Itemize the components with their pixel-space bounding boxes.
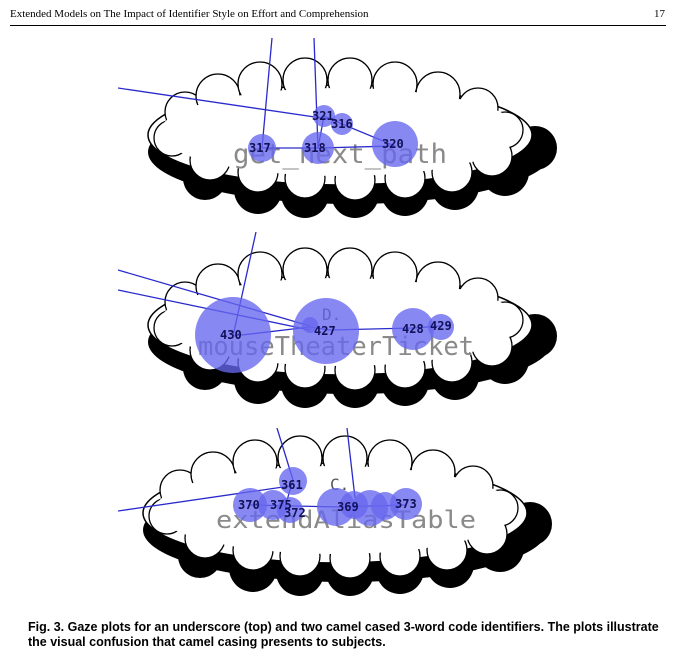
fixation-circle	[195, 297, 271, 373]
fixation-circles	[233, 467, 422, 526]
fixation-label: 373	[395, 497, 417, 511]
fixation-label: 430	[220, 328, 242, 342]
fixation-label: 318	[304, 141, 326, 155]
page-number: 17	[654, 8, 665, 20]
fixation-circle	[277, 497, 303, 523]
fixation-circle	[392, 308, 434, 350]
gaze-plot-camel-2: extendAliasTable C.	[118, 428, 552, 596]
fixation-label: 320	[382, 137, 404, 151]
fixation-circle	[279, 467, 307, 495]
fixation-label: 316	[331, 117, 353, 131]
fixation-labels: 361 370 375 372 369 373	[238, 478, 417, 520]
fixation-circle	[302, 132, 334, 164]
fixation-circle	[428, 314, 454, 340]
fixation-label: 372	[284, 506, 306, 520]
fixation-circle	[233, 488, 267, 522]
fixation-circle	[331, 113, 353, 135]
fixation-circle	[390, 488, 422, 520]
fixation-label: 428	[402, 322, 424, 336]
gaze-plot-underscore: get_next_path 317 318 32	[118, 38, 557, 218]
fixation-labels: 317 318 320 321 316	[249, 109, 404, 155]
gaze-plot-camel-1: mouseTheaterTicket D. 430 427	[118, 232, 557, 408]
fixation-circle	[293, 298, 359, 364]
fixation-label: 361	[281, 478, 303, 492]
caption-label: Fig. 3.	[28, 620, 65, 634]
fixation-circle	[248, 134, 276, 162]
fixation-circle	[313, 105, 335, 127]
fixation-labels: 430 427 428 429	[220, 319, 452, 342]
fixation-circle	[372, 121, 418, 167]
fixation-label: 370	[238, 498, 260, 512]
running-head-title: Extended Models on The Impact of Identif…	[10, 8, 369, 20]
fixation-circle	[302, 317, 318, 333]
fixation-circles	[195, 297, 454, 373]
fixation-label: 375	[270, 498, 292, 512]
figure-caption: Fig. 3. Gaze plots for an underscore (to…	[28, 620, 668, 650]
header-rule	[10, 25, 666, 26]
thought-cloud	[147, 57, 557, 218]
fixation-label: 321	[312, 109, 334, 123]
fixation-label: 317	[249, 141, 271, 155]
fixation-label: 429	[430, 319, 452, 333]
caption-text: Gaze plots for an underscore (top) and t…	[28, 620, 659, 649]
fixation-label: 427	[314, 324, 336, 338]
fixation-circles	[248, 105, 418, 167]
running-head: Extended Models on The Impact of Identif…	[10, 8, 665, 24]
fixation-label: 369	[337, 500, 359, 514]
